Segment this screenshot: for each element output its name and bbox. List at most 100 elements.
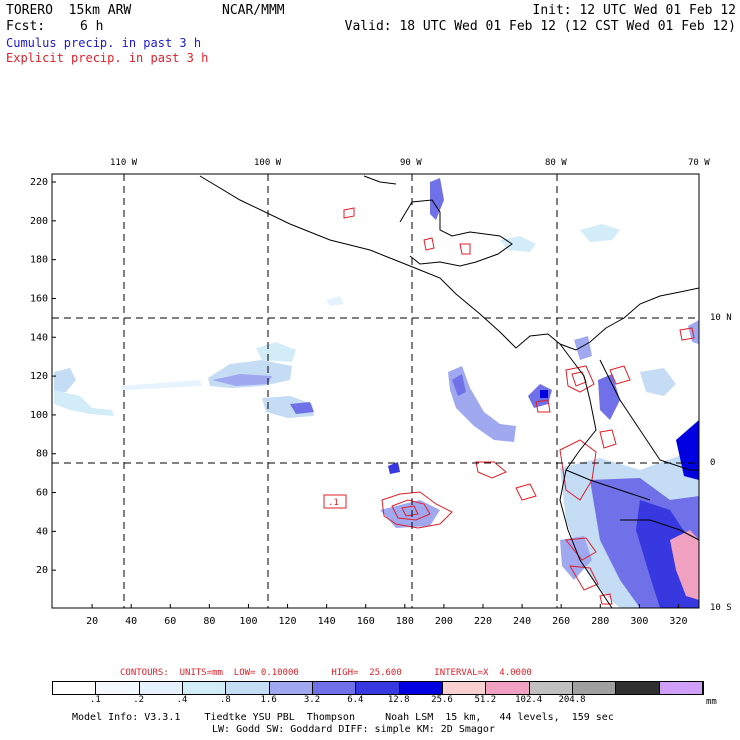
coastlines (199, 175, 699, 608)
precip-contour (423, 237, 435, 251)
forecast-label: Fcst: (6, 19, 46, 34)
precip-area (580, 224, 620, 242)
precip-area (452, 374, 466, 396)
precip-area (670, 530, 699, 600)
y-tick-label: 120 (30, 371, 48, 382)
lat-label-10s: 10 S (710, 603, 732, 613)
valid-time: Valid: 18 UTC Wed 01 Feb 12 (12 CST Wed … (344, 19, 736, 34)
colorbar-label: 51.2 (474, 695, 497, 705)
lon-label-110w: 110 W (110, 158, 138, 168)
precip-area (54, 368, 76, 392)
colorbar-label: .8 (219, 695, 231, 705)
y-tick-label: 100 (30, 410, 48, 421)
precip-contour (459, 243, 471, 255)
precip-area (574, 336, 592, 360)
precip-area (500, 236, 536, 252)
border (565, 469, 651, 501)
y-tick-label: 40 (36, 526, 48, 537)
x-tick-label: 320 (669, 616, 687, 627)
y-tick-label: 140 (30, 332, 48, 343)
colorbar-cell (139, 682, 183, 694)
colorbar-label: .2 (133, 695, 145, 705)
x-tick-label: 80 (203, 616, 215, 627)
y-tick-label: 160 (30, 293, 48, 304)
colorbar-cell (442, 682, 487, 694)
colorbar-cell (312, 682, 357, 694)
precip-contour (381, 491, 453, 529)
forecast-hours: 6 h (80, 19, 104, 34)
colorbar-label: .1 (89, 695, 101, 705)
colorbar (52, 681, 704, 695)
colorbar-cell (96, 682, 140, 694)
border (599, 359, 699, 471)
precip-area (676, 420, 699, 480)
colorbar-label: 1.6 (260, 695, 277, 705)
x-tick-label: 160 (357, 616, 375, 627)
x-tick-label: 280 (591, 616, 609, 627)
model-title: TORERO 15km ARW (6, 3, 132, 18)
precip-contour (391, 499, 431, 521)
coastline (363, 175, 397, 185)
precip-contour (515, 483, 537, 501)
explicit-field-label: Explicit precip. in past 3 h (6, 51, 209, 65)
colorbar-cell (356, 682, 400, 694)
colorbar-label: 3.2 (303, 695, 321, 705)
x-tick-label: 260 (552, 616, 570, 627)
colorbar-label: 12.8 (387, 695, 410, 705)
init-time: Init: 12 UTC Wed 01 Feb 12 (532, 3, 737, 18)
x-tick-label: 200 (435, 616, 453, 627)
colorbar-cell (659, 682, 703, 694)
x-tick-label: 300 (630, 616, 648, 627)
precip-contour (535, 399, 551, 413)
precip-area (212, 374, 272, 386)
x-tick-label: 20 (86, 616, 98, 627)
colorbar-unit: mm (706, 697, 717, 707)
physics-info-line: LW: Godd SW: Goddard DIFF: simple KM: 2D… (212, 724, 495, 735)
precip-contour (401, 505, 419, 517)
contour-info: CONTOURS: UNITS=mm LOW= 0.10000 HIGH= 25… (120, 668, 532, 678)
axis-ticks: 20 40 60 80 100 120 140 160 180 200 220 20 40 60 80 100… (30, 177, 688, 627)
y-tick-label: 220 (30, 177, 48, 188)
y-tick-label: 80 (36, 449, 48, 460)
x-tick-label: 140 (318, 616, 336, 627)
colorbar-labels: .1 .2 .4 .8 1.6 3.2 6.4 12.8 25.6 51.2 102.4 204.8 (52, 695, 702, 706)
coastline (559, 343, 613, 608)
y-tick-label: 20 (36, 565, 48, 576)
precip-area (640, 368, 676, 396)
y-tick-label: 60 (36, 488, 48, 499)
precip-area (54, 390, 114, 416)
lon-label-100w: 100 W (254, 158, 282, 168)
colorbar-label: 6.4 (347, 695, 364, 705)
coastline (199, 175, 699, 351)
precip-shading (54, 178, 699, 608)
colorbar-cell (226, 682, 270, 694)
precip-area (448, 366, 516, 442)
x-tick-label: 220 (474, 616, 492, 627)
colorbar-cell (53, 682, 97, 694)
cumulus-field-label: Cumulus precip. in past 3 h (6, 36, 202, 50)
border (620, 519, 699, 541)
precip-area (120, 380, 202, 390)
lat-label-10n: 10 N (710, 313, 732, 323)
contour-label-box (323, 494, 347, 509)
precip-contours (343, 207, 695, 605)
precip-contour (599, 429, 617, 449)
colorbar-cell (269, 682, 313, 694)
precip-contour (475, 461, 507, 479)
precip-contour (565, 537, 597, 561)
x-tick-label: 180 (396, 616, 414, 627)
colorbar-label: .4 (176, 695, 188, 705)
colorbar-label: 204.8 (558, 695, 586, 705)
colorbar-label: 25.6 (431, 695, 453, 705)
lon-label-90w: 90 W (400, 158, 422, 168)
map-frame (51, 173, 700, 609)
colorbar-label: 102.4 (515, 695, 543, 705)
organization-label: NCAR/MMM (222, 3, 285, 18)
precip-contour (569, 565, 599, 591)
precip-area (326, 296, 344, 306)
lat-label-0: 0 (710, 458, 716, 468)
graticule (52, 174, 699, 608)
y-tick-label: 180 (30, 255, 48, 266)
precip-area (560, 536, 592, 580)
